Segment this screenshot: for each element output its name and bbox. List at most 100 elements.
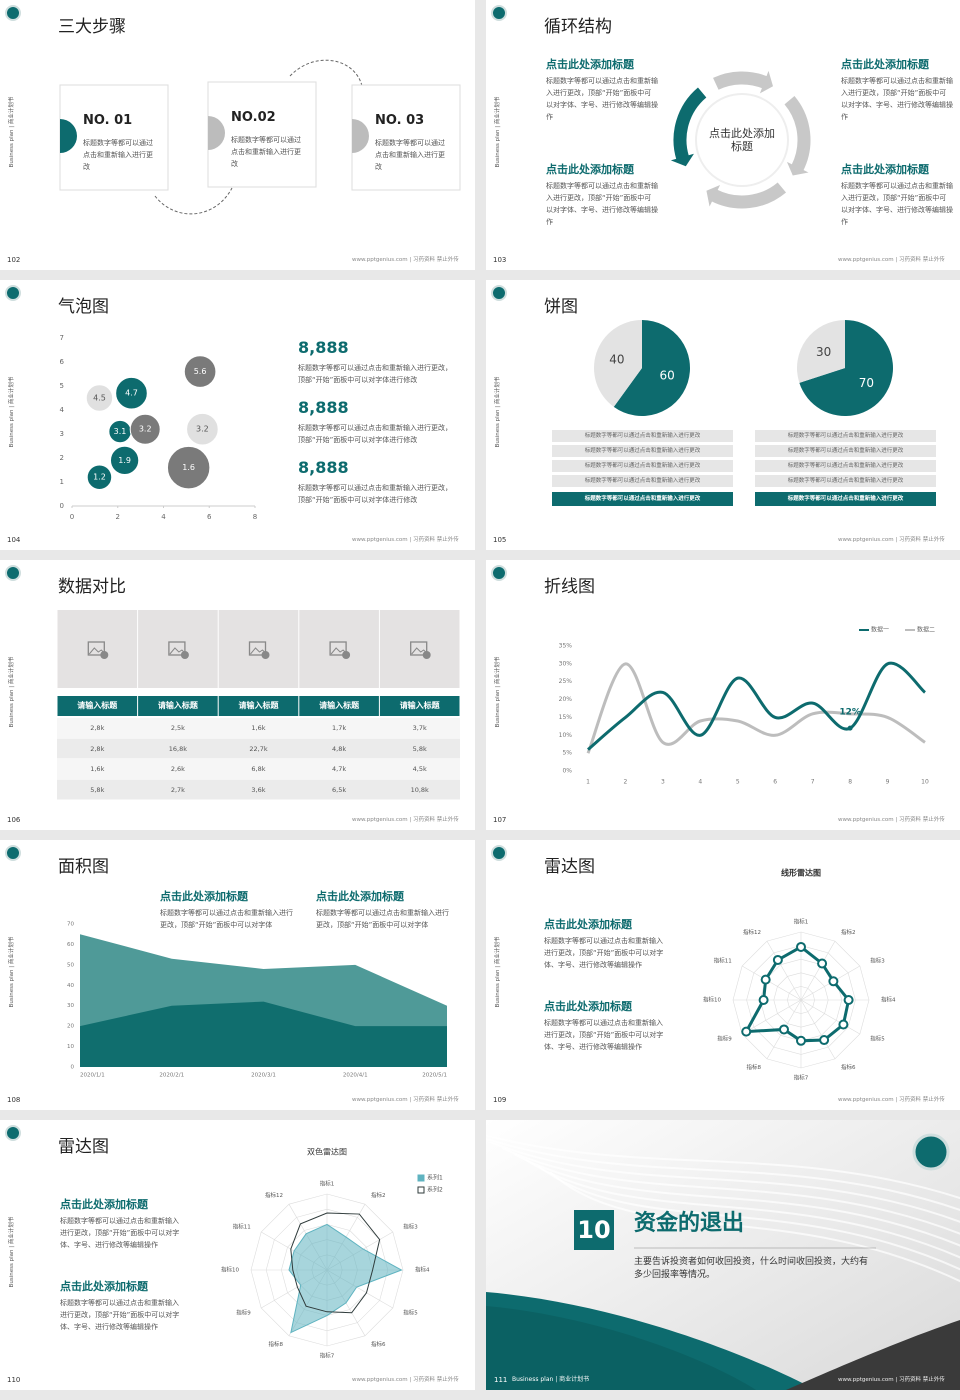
data-label: 40: [609, 352, 624, 366]
step-box: [59, 84, 169, 191]
item-heading: 点击此处添加标题: [546, 163, 634, 176]
data-label: 4.7: [125, 389, 138, 398]
step-marker: [352, 119, 369, 153]
item-heading: 点击此处添加标题: [546, 58, 634, 71]
step-number: NO. 01: [83, 113, 133, 128]
text-row: [755, 475, 936, 487]
dashed-connector: [289, 59, 363, 87]
page-number: 111: [494, 1376, 508, 1384]
y-tick-label: 1: [60, 478, 64, 486]
axis-label: 指标4: [881, 996, 896, 1004]
item-text: 标题数字等都可以通过点击和重新输入进行更改，顶部“开始”面板中可以对字体、字号、…: [841, 182, 953, 226]
y-tick-label: 6: [60, 358, 65, 366]
y-tick-label: 30%: [559, 660, 573, 667]
radar-marker: [796, 941, 806, 952]
data-label: 70: [859, 376, 874, 390]
step-text: 标题数字等都可以通过点击和重新输入进行更改: [83, 139, 153, 171]
legend-label: 数据二: [917, 626, 935, 634]
logo: [491, 845, 507, 861]
y-tick-label: 20%: [559, 696, 573, 703]
image-icon: [261, 651, 270, 659]
bubble: [186, 412, 219, 446]
swirl: [525, 1159, 960, 1259]
item-text: 标题数字等都可以通过点击和重新输入进行更改，顶部“开始”面板中可以对字体、字号、…: [544, 937, 664, 969]
slide-title: 饼图: [544, 297, 578, 317]
stat-text: 标题数字等都可以通过点击和重新输入进行更改，顶部“开始”面板中可以对字体进行修改: [298, 484, 452, 504]
chart-title: 双色雷达图: [307, 1147, 347, 1157]
swirl: [537, 1165, 960, 1271]
text-row: [755, 492, 936, 506]
legend-label: 系列1: [427, 1174, 443, 1182]
swirl: [501, 1147, 960, 1235]
slide-title: 气泡图: [58, 297, 109, 317]
x-tick-label: 4: [161, 513, 166, 521]
stat-value: 8,888: [298, 458, 349, 477]
text-row: [755, 430, 936, 442]
x-tick-label: 2: [624, 779, 628, 786]
page-number: 105: [493, 536, 507, 544]
x-tick-label: 8: [253, 513, 257, 521]
line: [586, 662, 926, 754]
x-tick-label: 2020/3/1: [251, 1073, 276, 1079]
radar-spoke: [766, 940, 802, 1001]
y-tick-label: 4: [60, 406, 65, 414]
axis-label: 指标2: [841, 928, 856, 936]
item-text: 标题数字等都可以通过点击和重新输入进行更改，顶部“开始”面板中可以对字体、字号、…: [841, 77, 953, 121]
cycle-arrowhead: [759, 70, 773, 94]
data-label: 3.2: [139, 425, 152, 434]
dashed-connector: [154, 187, 233, 215]
footer: www.pptgenius.com | 习药资料 禁止外传: [352, 537, 459, 543]
table-cell: 6,5k: [332, 785, 347, 794]
line: [587, 661, 927, 751]
row-text: 标题数字等都可以通过点击和重新输入进行更改: [787, 478, 904, 484]
slide-title: 数据对比: [58, 577, 126, 597]
slide-graphics: [486, 1120, 960, 1390]
section-text: 主要告诉投资者如何收回投资，什么时间收回投资，大约有多少回报率等情况。: [634, 1257, 869, 1280]
text-row: [552, 430, 733, 442]
x-tick-label: 10: [921, 779, 929, 786]
data-label: 3.1: [114, 427, 127, 436]
page-number: 108: [7, 1096, 21, 1104]
cycle-arrow: [710, 182, 787, 209]
radar-series: [288, 1223, 403, 1334]
cycle-arrow: [673, 87, 707, 161]
y-tick-label: 40: [67, 983, 74, 989]
cycle-arrowhead: [706, 184, 721, 207]
y-tick-label: 60: [67, 942, 74, 948]
image-icon: [250, 647, 267, 655]
item-text: 标题数字等都可以通过点击和重新输入进行更改，顶部“开始”面板中可以对字体: [316, 909, 449, 929]
swirl: [489, 1141, 960, 1223]
table-row: [57, 738, 460, 759]
page-number: 110: [7, 1376, 21, 1384]
slide-title: 三大步骤: [58, 17, 126, 37]
row-text: 标题数字等都可以通过点击和重新输入进行更改: [584, 463, 701, 469]
legend-swatch: [417, 1174, 425, 1182]
y-tick-label: 2: [60, 454, 64, 462]
cover-wave-dark: [786, 1320, 960, 1390]
y-tick-label: 10: [67, 1044, 74, 1050]
side-label: Business plan | 商业计划书: [9, 1216, 15, 1288]
image-cell: [299, 610, 379, 688]
radar-marker: [796, 1035, 806, 1046]
slide: 数据对比 106 www.pptgenius.com | 习药资料 禁止外传 Busi…: [0, 560, 475, 830]
axis-label: 指标6: [371, 1340, 386, 1348]
data-label: 30: [816, 345, 831, 359]
table-cell: 2,8k: [90, 724, 105, 732]
side-label: Business plan | 商业计划书: [9, 936, 15, 1008]
brand-label: Business plan | 商业计划书: [512, 1376, 590, 1383]
bubble: [86, 464, 113, 490]
slide-graphics: 0 1 2 3 4 5 6 7 0 2 4 6 8 4.5 4.7 5.6 3.1 3.2 3.2 1.9 1.2 1.6: [5, 285, 257, 521]
header-text: 请输入标题: [238, 701, 279, 710]
slide: 60 40 70 30 饼图 105 www.pptgenius.com | 习药资料 禁止…: [486, 280, 960, 550]
table-cell: 4,5k: [412, 765, 427, 773]
row-text: 标题数字等都可以通过点击和重新输入进行更改: [584, 496, 701, 502]
logo: [5, 5, 21, 21]
item-heading: 点击此处添加标题: [841, 163, 929, 176]
axis-label: 指标9: [236, 1309, 251, 1317]
radar-series: [290, 1212, 381, 1314]
table-row: [57, 718, 460, 738]
table-cell: 22,7k: [249, 744, 268, 753]
image-icon: [100, 651, 109, 659]
footer: www.pptgenius.com | 习药资料 禁止外传: [838, 817, 945, 823]
legend-swatch: [417, 1186, 425, 1194]
